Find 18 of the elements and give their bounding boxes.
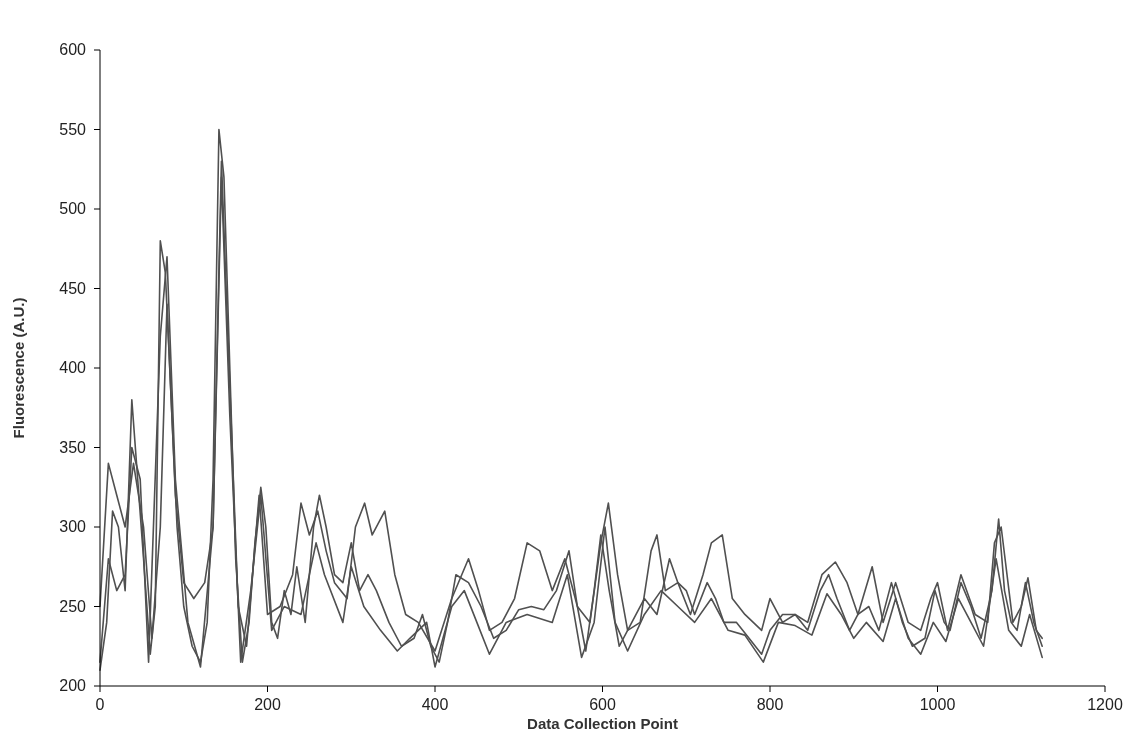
x-tick-label: 1200 — [1087, 696, 1123, 713]
x-tick-label: 800 — [756, 696, 784, 713]
y-tick-label: 600 — [59, 41, 87, 58]
x-tick-label: 1000 — [919, 696, 956, 713]
x-tick-label: 0 — [95, 696, 105, 713]
y-tick-label: 300 — [59, 518, 87, 535]
y-axis-title: Fluorescence (A.U.) — [10, 297, 27, 439]
x-axis-title: Data Collection Point — [527, 715, 678, 732]
y-tick-label: 350 — [59, 438, 87, 456]
x-tick-label: 400 — [421, 696, 449, 713]
y-tick-label: 400 — [59, 359, 87, 376]
y-tick-label: 500 — [59, 200, 87, 217]
y-tick-label: 450 — [59, 279, 87, 297]
x-tick-label: 200 — [254, 696, 281, 713]
x-tick-label: 600 — [589, 696, 616, 713]
y-tick-label: 550 — [59, 120, 87, 138]
y-tick-label: 250 — [59, 597, 87, 615]
y-tick-label: 200 — [59, 677, 87, 694]
